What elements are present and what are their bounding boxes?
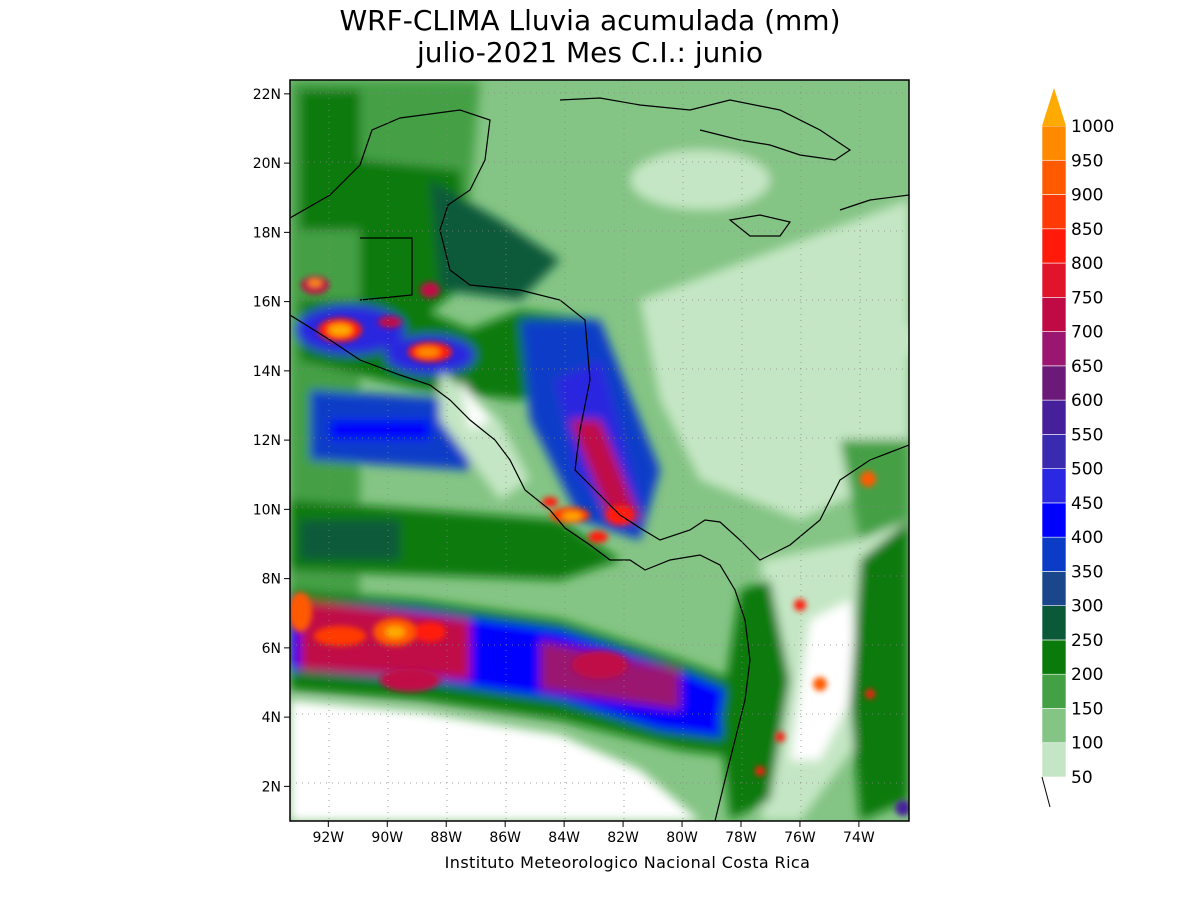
lon-tick-label: 78W: [725, 830, 757, 846]
lat-tick-label: 18N: [253, 225, 281, 241]
colorbar-label: 400: [1071, 528, 1103, 548]
colorbar-swatch: [1041, 639, 1067, 675]
colorbar-label: 100: [1071, 734, 1103, 754]
lon-tick-label: 82W: [607, 830, 639, 846]
lat-tick-label: 4N: [262, 710, 281, 726]
colorbar-extend-arrow: [1042, 88, 1066, 126]
colorbar-label: 850: [1071, 220, 1103, 240]
lon-tick-label: 86W: [489, 830, 521, 846]
lon-tick-label: 92W: [312, 830, 344, 846]
map-subtitle: julio-2021 Mes C.I.: junio: [417, 36, 763, 69]
colorbar-swatch: [1041, 125, 1067, 161]
colorbar-swatch: [1041, 159, 1067, 195]
lon-tick-label: 74W: [843, 830, 875, 846]
map-frame: [289, 79, 910, 822]
colorbar-swatch: [1041, 331, 1067, 367]
colorbar-label: 200: [1071, 665, 1103, 685]
colorbar-swatch: [1041, 502, 1067, 538]
lon-tick-label: 88W: [430, 830, 462, 846]
colorbar-label: 500: [1071, 460, 1103, 480]
colorbar-label: 450: [1071, 494, 1103, 514]
lat-tick-label: 22N: [253, 87, 281, 103]
colorbar-swatch: [1041, 536, 1067, 572]
lon-tick-label: 76W: [784, 830, 816, 846]
colorbar-label: 550: [1071, 425, 1103, 445]
lat-tick-label: 12N: [253, 433, 281, 449]
map-title: WRF-CLIMA Lluvia acumulada (mm): [339, 4, 841, 37]
colorbar-swatch: [1041, 571, 1067, 606]
colorbar: 50 100 150 200 250 300 350 400 450 500 550 600 650 70…: [1041, 88, 1114, 808]
lon-tick-label: 84W: [548, 830, 580, 846]
colorbar-label: 650: [1071, 357, 1103, 377]
colorbar-swatch: [1041, 194, 1067, 230]
lat-tick-label: 8N: [262, 572, 281, 588]
colorbar-swatch: [1041, 399, 1067, 435]
map-axes: 2N 4N 6N 8N 10N 12N 14N 16N 18N 20N 22N 92W 90W 88W 86…: [253, 87, 875, 846]
colorbar-label: 700: [1071, 323, 1103, 343]
colorbar-swatch: [1041, 673, 1067, 709]
colorbar-label: 350: [1071, 562, 1103, 582]
rainfall-field: [290, 80, 909, 821]
lat-tick-label: 14N: [253, 364, 281, 380]
colorbar-swatch: [1041, 228, 1067, 264]
colorbar-swatch: [1041, 468, 1067, 504]
lon-tick-label: 90W: [371, 830, 403, 846]
colorbar-label: 750: [1071, 288, 1103, 308]
lat-tick-label: 6N: [262, 641, 281, 657]
credit-label: Instituto Meteorologico Nacional Costa R…: [444, 853, 811, 872]
colorbar-swatch: [1041, 434, 1067, 469]
colorbar-label: 1000: [1071, 117, 1114, 137]
colorbar-label: 950: [1071, 151, 1103, 171]
colorbar-swatch: [1041, 365, 1067, 401]
colorbar-label: 250: [1071, 631, 1103, 651]
colorbar-label: 600: [1071, 391, 1103, 411]
colorbar-label: 150: [1071, 699, 1103, 719]
colorbar-swatch: [1041, 742, 1067, 778]
colorbar-swatch: [1041, 605, 1067, 641]
colorbar-label: 800: [1071, 254, 1103, 274]
colorbar-lower-lip: [1041, 776, 1051, 808]
coastlines: [290, 97, 909, 821]
lat-tick-label: 20N: [253, 156, 281, 172]
colorbar-label: 50: [1071, 768, 1093, 788]
lat-tick-label: 10N: [253, 502, 281, 518]
lat-tick-label: 16N: [253, 295, 281, 311]
colorbar-label: 900: [1071, 186, 1103, 206]
colorbar-swatch: [1041, 708, 1067, 744]
colorbar-swatch: [1041, 262, 1067, 298]
lat-tick-label: 2N: [262, 779, 281, 795]
lon-tick-label: 80W: [666, 830, 698, 846]
colorbar-swatch: [1041, 297, 1067, 332]
colorbar-label: 300: [1071, 597, 1103, 617]
